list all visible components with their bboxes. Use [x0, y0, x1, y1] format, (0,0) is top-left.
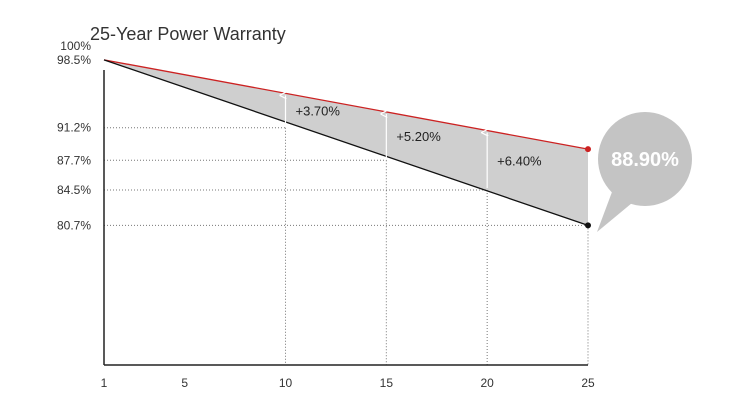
annotation-label-15: +5.20% — [396, 129, 441, 144]
series-line-lower — [103, 59, 589, 227]
y-tick-label: 87.7% — [57, 153, 91, 167]
x-tick-label: 25 — [581, 376, 595, 390]
lower-endpoint-marker — [585, 222, 591, 229]
series-line-upper — [103, 59, 589, 150]
y-tick-label: 80.7% — [57, 218, 91, 232]
upper-endpoint-marker — [585, 146, 591, 153]
x-tick-label: 1 — [101, 376, 108, 390]
y-tick-label: 98.5% — [57, 53, 91, 67]
callout-value: 88.90% — [611, 149, 679, 171]
x-tick-label: 5 — [181, 376, 188, 390]
x-tick-label: 10 — [279, 376, 293, 390]
annotation-label-10: +3.70% — [296, 104, 341, 119]
callout-bubble — [598, 112, 692, 206]
y-tick-label: 84.5% — [57, 183, 91, 197]
y-tick-label: 100% — [60, 39, 91, 53]
y-tick-label: 91.2% — [57, 121, 91, 135]
x-tick-label: 15 — [380, 376, 394, 390]
chart-title: 25-Year Power Warranty — [90, 24, 286, 44]
callout-pointer — [597, 192, 632, 232]
x-tick-label: 20 — [480, 376, 494, 390]
annotation-label-20: +6.40% — [497, 153, 542, 168]
